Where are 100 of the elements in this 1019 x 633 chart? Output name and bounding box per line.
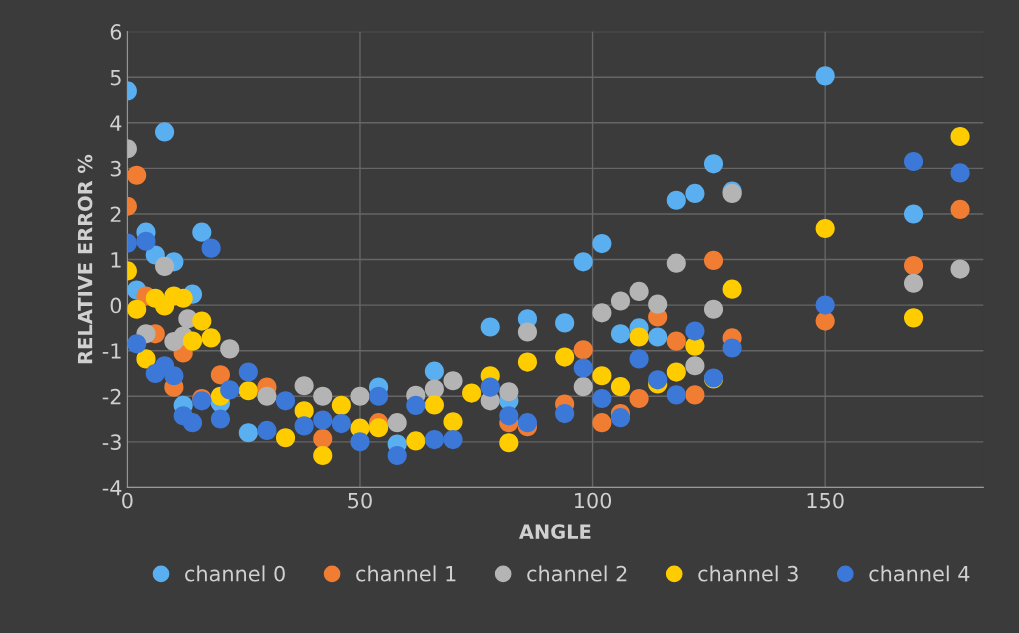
point xyxy=(629,349,649,369)
point xyxy=(387,445,407,466)
point xyxy=(220,339,240,359)
y-tick-label: 4 xyxy=(110,115,122,131)
point xyxy=(517,352,538,372)
point xyxy=(155,122,175,142)
point xyxy=(629,281,649,302)
point xyxy=(950,163,970,183)
point xyxy=(201,238,221,258)
point xyxy=(950,126,970,147)
x-tick-label: 0 xyxy=(122,492,133,509)
point xyxy=(443,412,463,432)
point xyxy=(815,66,835,86)
point xyxy=(499,406,519,426)
point xyxy=(573,358,593,378)
point xyxy=(192,222,212,242)
point xyxy=(950,199,970,219)
y-tick-label: 5 xyxy=(110,69,121,86)
point xyxy=(313,386,333,406)
point xyxy=(666,190,686,210)
point xyxy=(313,429,333,449)
y-tick-label: -4 xyxy=(102,480,122,496)
point xyxy=(815,218,835,239)
point xyxy=(369,418,389,438)
point xyxy=(592,413,612,433)
point xyxy=(350,432,370,452)
point xyxy=(629,388,649,409)
point xyxy=(331,395,351,415)
point xyxy=(555,347,575,367)
point xyxy=(331,414,351,434)
point xyxy=(480,317,500,337)
point xyxy=(573,340,593,360)
point xyxy=(592,303,612,323)
point xyxy=(210,409,230,429)
x-tick-label: 100 xyxy=(574,492,612,509)
point xyxy=(406,395,426,415)
point xyxy=(443,371,463,391)
point xyxy=(592,388,612,409)
x-axis-title: ANGLE xyxy=(518,524,591,539)
point xyxy=(610,291,631,311)
y-tick-label: -2 xyxy=(102,388,121,405)
point xyxy=(903,308,924,328)
point xyxy=(424,429,444,450)
legend-label: channel 1 xyxy=(356,565,456,582)
point xyxy=(555,313,575,333)
point xyxy=(136,349,156,369)
point xyxy=(350,386,370,406)
legend-label: channel 4 xyxy=(869,565,970,582)
point xyxy=(703,250,724,271)
point xyxy=(294,416,314,436)
point xyxy=(480,377,500,397)
point xyxy=(950,259,970,279)
point xyxy=(424,361,444,381)
point xyxy=(238,362,258,382)
y-tick-label: 2 xyxy=(110,206,121,222)
point xyxy=(275,391,296,411)
point xyxy=(136,231,156,251)
point xyxy=(387,413,407,433)
point xyxy=(313,410,333,430)
point xyxy=(164,366,184,386)
point xyxy=(173,288,193,308)
point xyxy=(703,299,724,319)
legend-label: channel 0 xyxy=(185,565,285,582)
point xyxy=(592,366,612,386)
point xyxy=(903,255,924,276)
point xyxy=(722,338,742,358)
point xyxy=(499,382,519,402)
point xyxy=(629,327,649,347)
point xyxy=(610,377,631,397)
point xyxy=(648,327,668,347)
point xyxy=(815,311,835,331)
point xyxy=(666,331,686,351)
x-tick-label: 50 xyxy=(348,492,372,509)
point xyxy=(275,428,296,448)
point xyxy=(703,154,724,174)
y-tick-label: -3 xyxy=(102,434,121,451)
point xyxy=(369,386,389,406)
point xyxy=(424,395,444,415)
y-tick-label: -1 xyxy=(102,343,121,359)
point xyxy=(666,253,686,273)
legend-label: channel 2 xyxy=(527,565,627,582)
point xyxy=(573,377,593,397)
point xyxy=(182,413,203,433)
point xyxy=(903,204,924,224)
point xyxy=(499,433,519,453)
point xyxy=(573,252,593,272)
point xyxy=(182,331,203,351)
point xyxy=(127,334,147,354)
point xyxy=(257,420,277,441)
point xyxy=(155,256,175,276)
point xyxy=(127,165,147,185)
point xyxy=(685,385,705,405)
point xyxy=(685,356,705,376)
point xyxy=(685,321,705,341)
point xyxy=(238,381,258,401)
point xyxy=(815,295,835,315)
legend-label: channel 3 xyxy=(698,565,798,582)
point xyxy=(722,279,742,299)
point xyxy=(517,322,538,342)
point xyxy=(903,273,924,293)
